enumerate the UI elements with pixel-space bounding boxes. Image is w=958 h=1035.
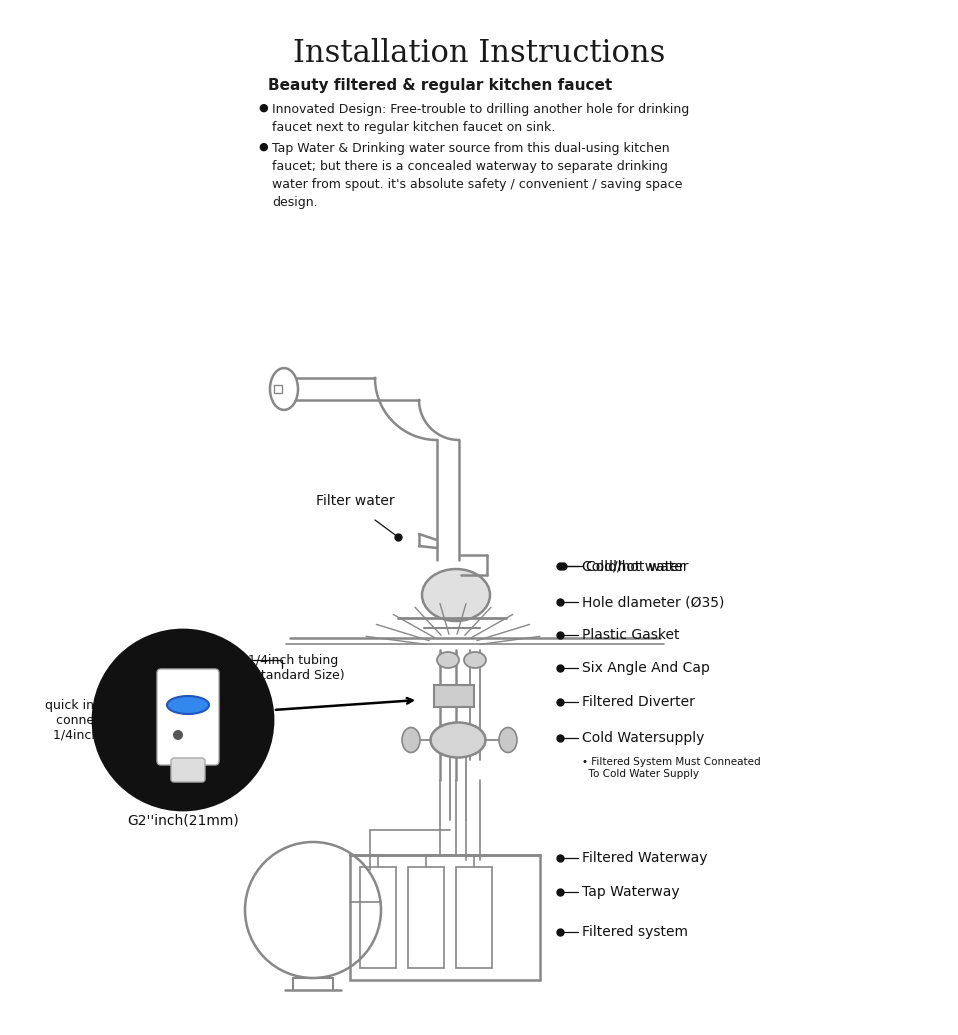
Text: Filtered Waterway: Filtered Waterway	[582, 851, 708, 865]
Text: Tap Water & Drinking water source from this dual-using kitchen: Tap Water & Drinking water source from t…	[272, 142, 670, 155]
Ellipse shape	[270, 368, 298, 410]
Text: quick installation
connector for
1/4inch tubing: quick installation connector for 1/4inch…	[45, 699, 151, 741]
Ellipse shape	[402, 728, 420, 752]
Text: faucet; but there is a concealed waterway to separate drinking: faucet; but there is a concealed waterwa…	[272, 160, 668, 173]
Ellipse shape	[167, 696, 209, 714]
Bar	[408, 867, 444, 968]
Ellipse shape	[464, 652, 486, 668]
Text: 1/4inch tubing
(Standard Size): 1/4inch tubing (Standard Size)	[248, 654, 345, 682]
Text: Six Angle And Cap: Six Angle And Cap	[582, 661, 710, 675]
Text: Filtered system: Filtered system	[582, 925, 688, 939]
Text: Filter water: Filter water	[316, 494, 395, 508]
Circle shape	[93, 630, 273, 810]
Text: Plastic Gasket: Plastic Gasket	[582, 628, 679, 642]
Bar	[360, 867, 396, 968]
Text: Installation Instructions: Installation Instructions	[293, 38, 665, 69]
Text: design.: design.	[272, 196, 318, 209]
Ellipse shape	[430, 722, 486, 758]
Text: G2''inch(21mm): G2''inch(21mm)	[127, 814, 239, 827]
Text: Hole dlameter (Ø35): Hole dlameter (Ø35)	[582, 595, 724, 609]
Ellipse shape	[499, 728, 517, 752]
Text: Beauty filtered & regular kitchen faucet: Beauty filtered & regular kitchen faucet	[268, 78, 612, 93]
Text: Cold/hot water: Cold/hot water	[582, 559, 685, 573]
Circle shape	[173, 730, 183, 740]
Text: ●: ●	[258, 142, 267, 152]
Bar	[456, 867, 492, 968]
Text: Filtered Diverter: Filtered Diverter	[582, 694, 695, 709]
Ellipse shape	[437, 652, 459, 668]
Text: Cold Watersupply: Cold Watersupply	[582, 731, 704, 745]
FancyBboxPatch shape	[171, 758, 205, 782]
Text: faucet next to regular kitchen faucet on sink.: faucet next to regular kitchen faucet on…	[272, 121, 556, 134]
Text: ●: ●	[258, 104, 267, 113]
Text: Cold/hot water: Cold/hot water	[586, 559, 689, 573]
Bar	[274, 385, 282, 393]
Bar	[350, 855, 540, 980]
Bar	[434, 685, 474, 707]
Text: water from spout. it's absolute safety / convenient / saving space: water from spout. it's absolute safety /…	[272, 178, 682, 191]
FancyBboxPatch shape	[157, 669, 219, 765]
Text: Innovated Design: Free-trouble to drilling another hole for drinking: Innovated Design: Free-trouble to drilli…	[272, 104, 689, 116]
Text: Tap Waterway: Tap Waterway	[582, 885, 679, 899]
Text: • Filtered System Must Conneated
  To Cold Water Supply: • Filtered System Must Conneated To Cold…	[582, 757, 761, 778]
Ellipse shape	[422, 569, 490, 621]
